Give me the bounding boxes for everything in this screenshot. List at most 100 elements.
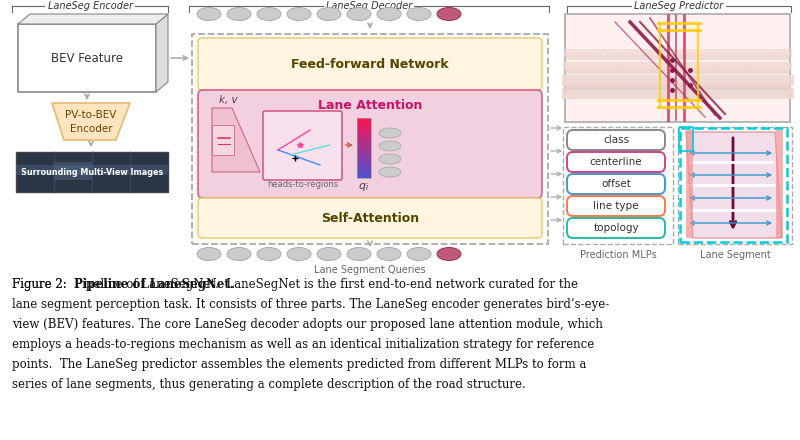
Bar: [565, 14, 790, 122]
Bar: [357, 146, 371, 147]
Text: lane segment perception task. It consists of three parts. The LaneSeg encoder ge: lane segment perception task. It consist…: [12, 298, 610, 311]
Ellipse shape: [317, 7, 341, 21]
Text: Figure 2:  ​Pipeline of LaneSegNet.​  LaneSegNet is the first end-to-end network: Figure 2: ​Pipeline of LaneSegNet.​ Lane…: [12, 278, 578, 291]
Bar: [357, 151, 371, 152]
Bar: [357, 173, 371, 174]
Text: Lane Attention: Lane Attention: [318, 99, 422, 111]
Bar: [357, 134, 371, 135]
Bar: [54, 162, 92, 180]
Bar: [357, 124, 371, 125]
Bar: [776, 130, 783, 238]
Polygon shape: [686, 132, 782, 238]
Bar: [357, 170, 371, 171]
Ellipse shape: [227, 247, 251, 260]
FancyBboxPatch shape: [567, 130, 665, 150]
Bar: [357, 121, 371, 122]
Ellipse shape: [437, 7, 461, 21]
Text: Figure 2:: Figure 2:: [12, 278, 66, 291]
Text: points.  The LaneSeg predictor assembles the elements predicted from different M: points. The LaneSeg predictor assembles …: [12, 358, 586, 371]
Bar: [357, 160, 371, 161]
Text: Lane Segment: Lane Segment: [700, 250, 770, 260]
Bar: [357, 159, 371, 160]
Bar: [357, 144, 371, 145]
Text: Lane Segment Queries: Lane Segment Queries: [314, 265, 426, 275]
Bar: [357, 138, 371, 139]
Bar: [357, 162, 371, 163]
Bar: [357, 131, 371, 132]
Ellipse shape: [377, 7, 401, 21]
Bar: [357, 168, 371, 169]
FancyBboxPatch shape: [18, 24, 156, 92]
Text: line type: line type: [594, 201, 638, 211]
Bar: [357, 127, 371, 128]
Bar: [357, 174, 371, 175]
Ellipse shape: [227, 7, 251, 21]
FancyBboxPatch shape: [678, 127, 792, 244]
Text: $q_i$: $q_i$: [358, 181, 370, 193]
FancyBboxPatch shape: [567, 196, 665, 216]
Bar: [357, 156, 371, 157]
Text: Pipeline of LaneSegNet.: Pipeline of LaneSegNet.: [74, 278, 234, 291]
Text: offset: offset: [601, 179, 631, 189]
Ellipse shape: [257, 247, 281, 260]
Polygon shape: [212, 108, 260, 172]
Ellipse shape: [437, 247, 461, 260]
Bar: [357, 133, 371, 134]
Ellipse shape: [379, 128, 401, 138]
Bar: [357, 145, 371, 146]
Bar: [357, 172, 371, 173]
Bar: [357, 171, 371, 172]
FancyBboxPatch shape: [563, 127, 673, 244]
Bar: [357, 120, 371, 121]
Ellipse shape: [287, 247, 311, 260]
Text: BEV Feature: BEV Feature: [51, 51, 123, 65]
Bar: [357, 136, 371, 137]
Ellipse shape: [379, 141, 401, 151]
Bar: [357, 118, 371, 178]
Ellipse shape: [197, 7, 221, 21]
Ellipse shape: [197, 247, 221, 260]
Bar: [357, 155, 371, 156]
Text: Prediction MLPs: Prediction MLPs: [580, 250, 656, 260]
Bar: [357, 154, 371, 155]
Ellipse shape: [287, 7, 311, 21]
Bar: [357, 140, 371, 141]
Bar: [357, 118, 371, 119]
Bar: [357, 126, 371, 127]
Text: series of lane segments, thus generating a complete description of the road stru: series of lane segments, thus generating…: [12, 378, 526, 391]
FancyBboxPatch shape: [567, 218, 665, 238]
Text: LaneSeg Encoder: LaneSeg Encoder: [47, 1, 133, 11]
Text: Feed-forward Network: Feed-forward Network: [291, 58, 449, 70]
Text: view (BEV) features. The core LaneSeg decoder adopts our proposed lane attention: view (BEV) features. The core LaneSeg de…: [12, 318, 603, 331]
Bar: [212, 125, 234, 155]
Text: class: class: [603, 135, 629, 145]
Bar: [357, 153, 371, 154]
Bar: [357, 143, 371, 144]
Polygon shape: [18, 14, 168, 24]
Text: centerline: centerline: [590, 157, 642, 167]
Bar: [357, 176, 371, 177]
Bar: [357, 128, 371, 129]
Bar: [357, 135, 371, 136]
Text: topology: topology: [593, 223, 639, 233]
Text: Self-Attention: Self-Attention: [321, 212, 419, 224]
Bar: [357, 161, 371, 162]
Bar: [357, 122, 371, 123]
Bar: [686, 130, 693, 238]
Bar: [357, 148, 371, 149]
Bar: [357, 163, 371, 164]
Polygon shape: [52, 103, 130, 140]
Text: LaneSeg Decoder: LaneSeg Decoder: [326, 1, 412, 11]
FancyBboxPatch shape: [263, 111, 342, 180]
Bar: [357, 152, 371, 153]
Bar: [357, 132, 371, 133]
Ellipse shape: [317, 247, 341, 260]
Bar: [16, 152, 168, 192]
Ellipse shape: [347, 247, 371, 260]
Polygon shape: [156, 14, 168, 92]
Text: Surrounding Multi-View Images: Surrounding Multi-View Images: [21, 168, 163, 176]
Bar: [357, 165, 371, 166]
Bar: [357, 158, 371, 159]
Ellipse shape: [379, 154, 401, 164]
Text: PV-to-BEV
Encoder: PV-to-BEV Encoder: [66, 110, 117, 134]
